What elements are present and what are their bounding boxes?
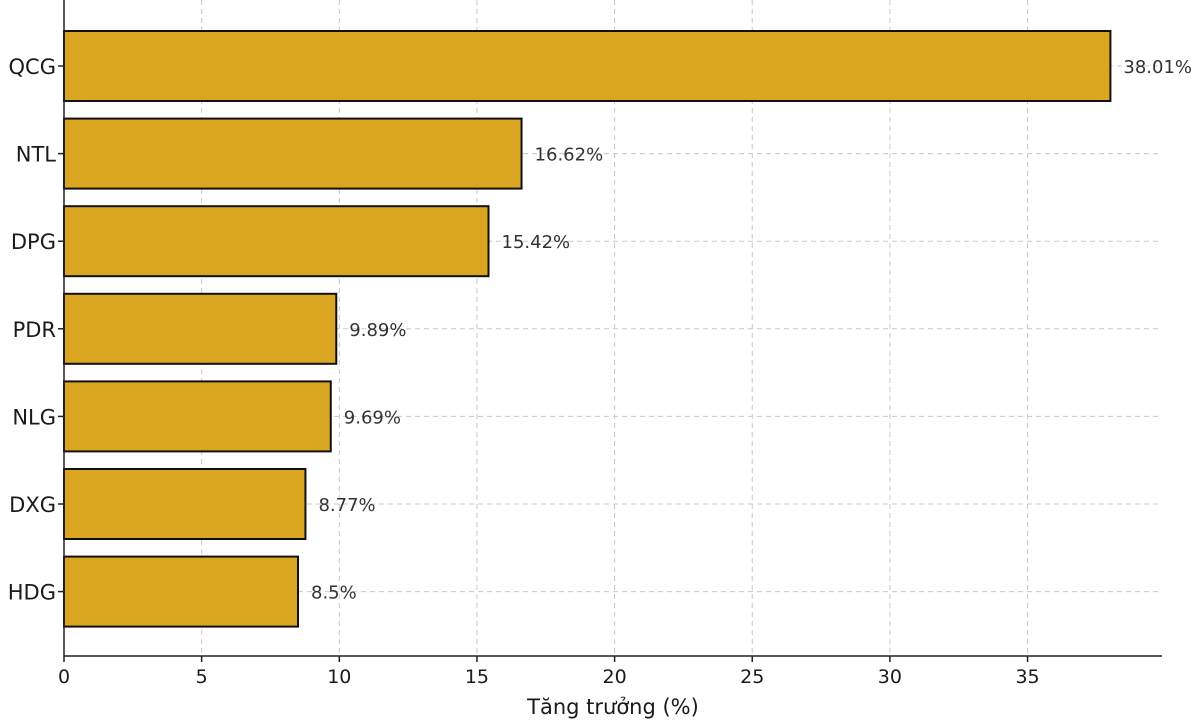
data-label: 15.42% [502, 232, 571, 253]
category-label: HDG [8, 581, 56, 605]
bar-qcg [63, 30, 1112, 102]
data-label: 38.01% [1123, 57, 1192, 78]
x-tick-label: 0 [58, 666, 70, 688]
category-label: NLG [12, 405, 56, 429]
category-label: DXG [9, 493, 56, 517]
category-label: DPG [11, 230, 56, 254]
data-label: 9.89% [349, 320, 406, 341]
data-label: 16.62% [535, 145, 604, 166]
bar-pdr [63, 292, 338, 365]
x-tick-label: 30 [878, 666, 902, 688]
labels: QCG 38.01% NTL 16.62% DPG 15.42% PDR 9.89% NLG 9.… [8, 55, 1192, 688]
x-tick-label: 35 [1015, 666, 1039, 688]
x-tick-label: 10 [327, 666, 351, 688]
data-label: 8.77% [318, 495, 375, 516]
x-tick-label: 25 [740, 666, 764, 688]
x-tick-label: 20 [603, 666, 627, 688]
bar-hdg [63, 555, 300, 628]
axes [58, 0, 1162, 662]
data-label: 8.5% [311, 583, 357, 604]
bar-dxg [63, 468, 307, 540]
category-label: NTL [16, 143, 57, 167]
category-label: PDR [13, 318, 56, 342]
data-label: 9.69% [344, 407, 401, 428]
x-tick-label: 15 [465, 666, 489, 688]
bar-nlg [63, 380, 332, 453]
category-label: QCG [9, 55, 56, 79]
x-axis-title: Tăng trưởng (%) [526, 695, 699, 719]
bar-dpg [63, 205, 490, 278]
bar-ntl [63, 117, 523, 190]
x-tick-label: 5 [196, 666, 208, 688]
